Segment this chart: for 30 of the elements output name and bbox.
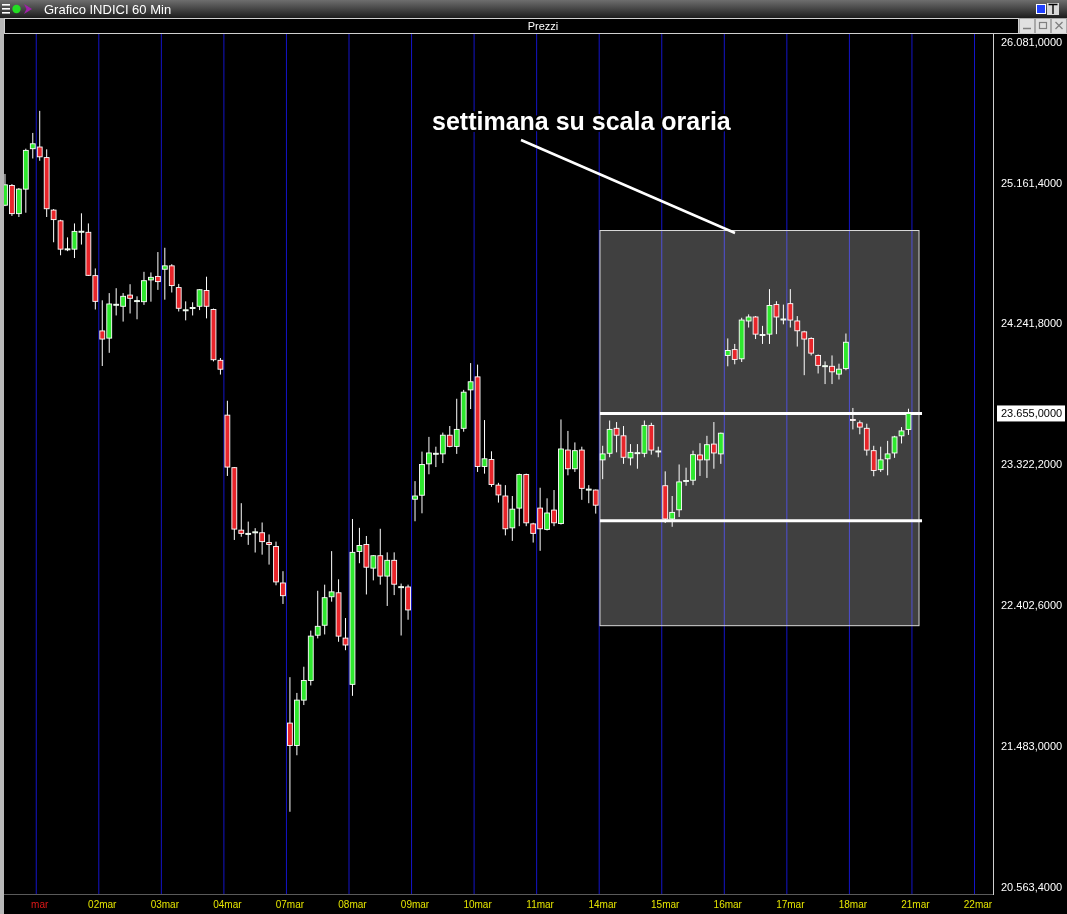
- y-tick-label: 25.161,4000: [1001, 176, 1063, 189]
- x-tick-label: 21mar: [901, 899, 931, 910]
- x-tick-label: 17mar: [776, 899, 806, 910]
- x-tick-label: 03mar: [150, 899, 180, 910]
- x-tick-label: 04mar: [213, 899, 243, 910]
- candlestick: [175, 283, 182, 312]
- x-tick-label: 11mar: [526, 899, 555, 910]
- candlestick: [266, 533, 272, 566]
- y-tick-label: 26.081,0000: [1001, 35, 1063, 48]
- x-tick-label: 09mar: [400, 899, 430, 910]
- candlestick: [182, 300, 189, 321]
- y-tick-label: 21.483,0000: [1001, 739, 1063, 752]
- x-tick-label: mar: [31, 899, 49, 910]
- y-tick-label: 22.402,6000: [1001, 599, 1063, 612]
- y-tick-label: 24.241,8000: [1001, 317, 1063, 330]
- x-tick-label: 15mar: [651, 899, 681, 910]
- x-tick-label: 02mar: [88, 899, 118, 910]
- x-tick-label: 22mar: [963, 899, 993, 910]
- y-tick-label: 23.655,0000: [1001, 407, 1063, 420]
- chart-subtitle: Prezzi: [527, 19, 559, 32]
- x-tick-label: 16mar: [713, 899, 743, 910]
- y-tick-label: 23.322,2000: [1001, 458, 1063, 471]
- x-tick-label: 10mar: [463, 899, 493, 910]
- x-tick-label: 18mar: [838, 899, 868, 910]
- chart-title: Grafico INDICI 60 Min: [44, 2, 172, 17]
- x-tick-label: 08mar: [338, 899, 368, 910]
- y-tick-label: 20.563,4000: [1001, 880, 1063, 893]
- x-tick-label: 07mar: [275, 899, 305, 910]
- candlestick: [50, 208, 57, 243]
- x-tick-label: 14mar: [588, 899, 618, 910]
